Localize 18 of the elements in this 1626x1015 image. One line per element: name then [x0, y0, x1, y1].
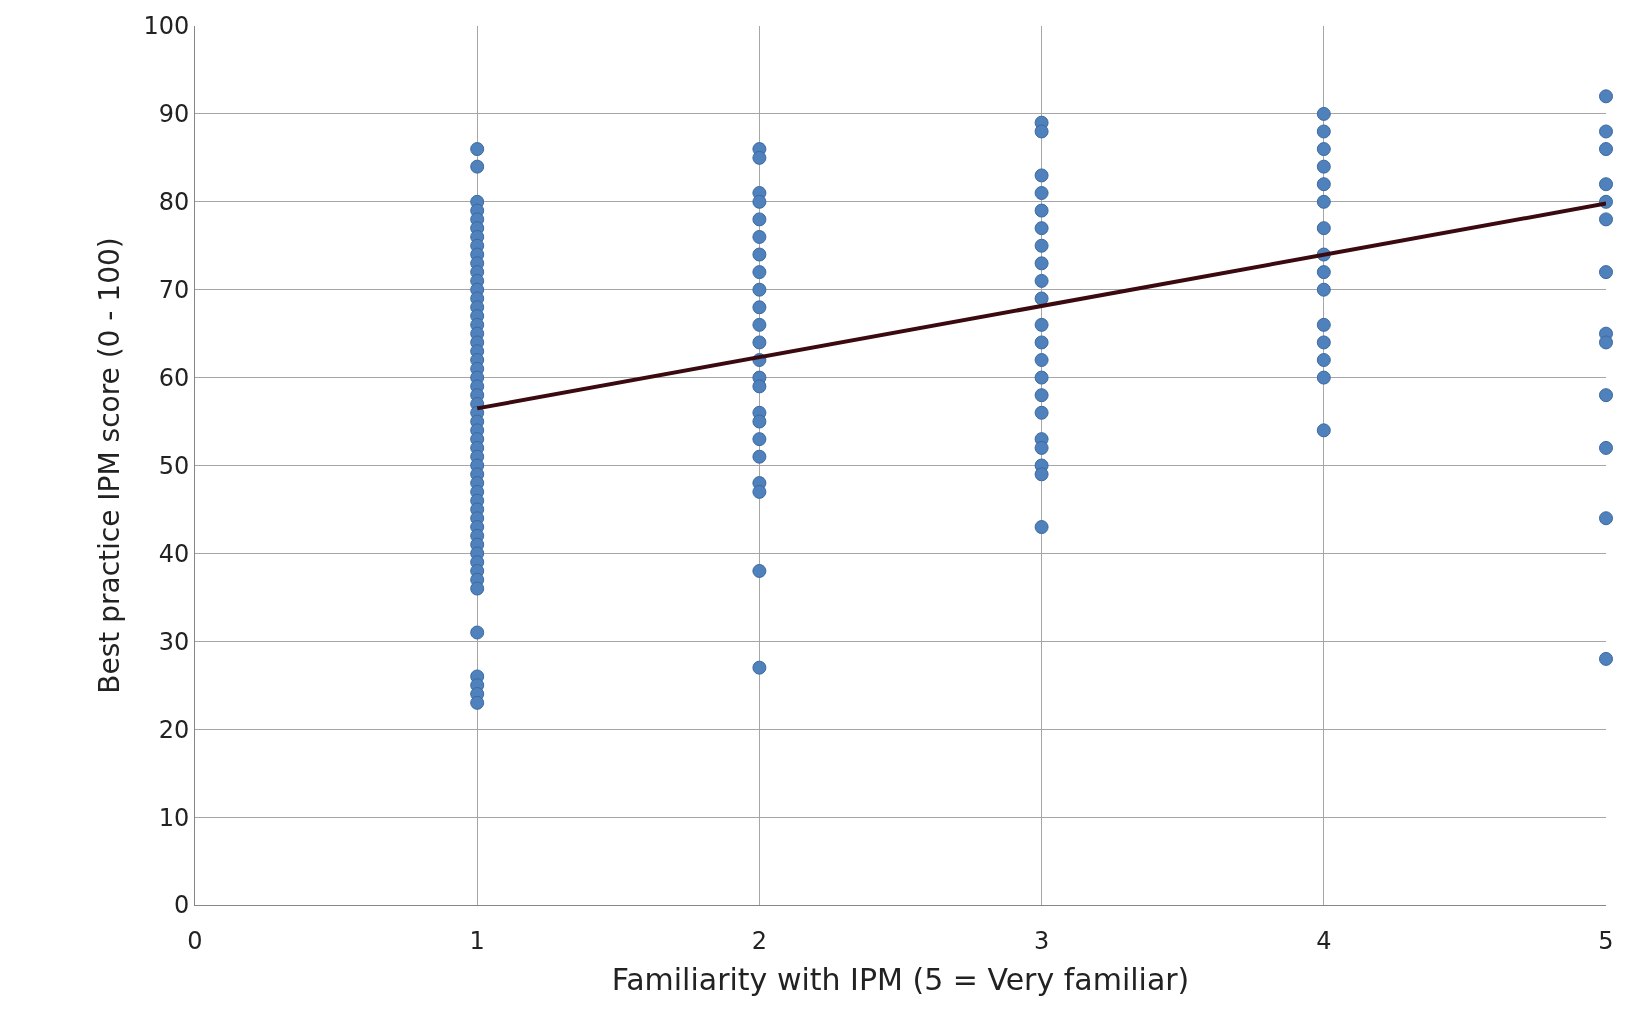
y-tick-label: 90	[158, 100, 190, 129]
y-tick-label: 60	[158, 364, 190, 392]
y-tick-label: 0	[173, 891, 190, 920]
y-axis-title: Best practice IPM score (0 - 100)	[93, 237, 127, 694]
y-tick-label: 80	[158, 188, 190, 217]
x-tick-label: 2	[751, 926, 768, 955]
x-tick-label: 1	[469, 926, 485, 955]
x-tick-label: 5	[1598, 926, 1614, 955]
y-tick-label: 10	[158, 803, 190, 832]
y-tick-label: 50	[158, 451, 190, 480]
y-tick-label: 20	[158, 715, 190, 744]
y-tick-label: 100	[143, 12, 190, 41]
x-tick-label: 4	[1316, 926, 1332, 955]
y-tick-label: 40	[158, 539, 190, 568]
x-axis-title: Familiarity with IPM (5 = Very familiar)	[611, 962, 1190, 998]
y-tick-label: 30	[158, 627, 190, 656]
x-tick-label: 3	[1033, 926, 1050, 955]
y-tick-label: 70	[158, 276, 190, 305]
